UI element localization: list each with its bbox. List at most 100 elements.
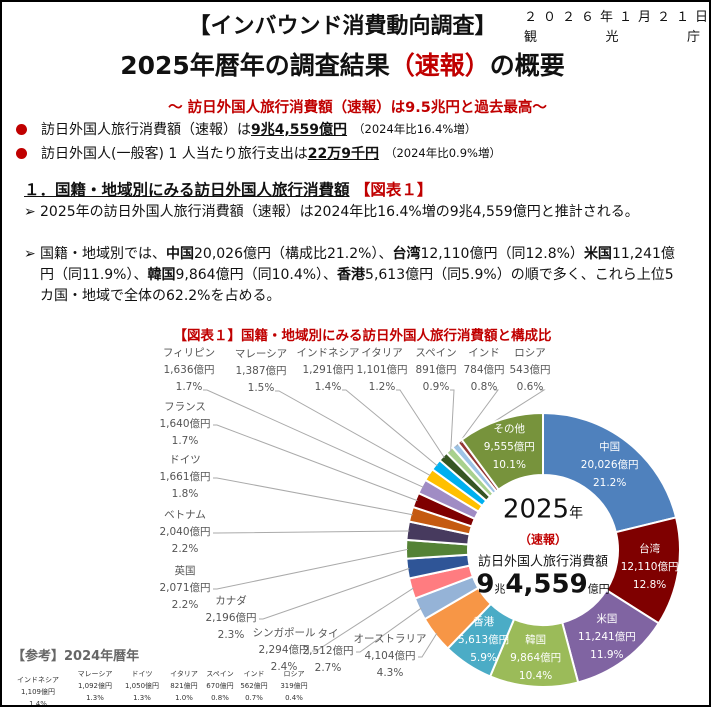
slice-label-pct: 1.8% — [171, 488, 199, 500]
slice-label-value-label: 2,196億円 — [205, 612, 257, 624]
slice-label-name: 中国 — [599, 441, 621, 454]
text: 11,241億円（同11.9%）、 — [40, 246, 675, 283]
leader-line — [450, 389, 455, 452]
slice-label: カナダ 2,196億円 2.3% — [205, 593, 256, 644]
center-year-suffix: 年 — [569, 505, 584, 522]
slice-label: ロシア 543億円 0.6% — [509, 345, 550, 396]
arrow-bullet-icon: ➢ — [24, 204, 36, 220]
report-series-title: 【インバウンド消費動向調査】 — [188, 14, 497, 39]
slice-label-pct: 11.9% — [590, 649, 624, 662]
reference-label-name: マレーシア — [77, 670, 113, 678]
slice-label-value-label: 1,387億円 — [235, 365, 287, 377]
country: 香港 — [337, 267, 366, 283]
leader-line — [213, 548, 409, 590]
slice-label-name: 香港 — [473, 616, 495, 629]
bullet-text: 訪日外国人(一般客) 1 人当たり旅行支出は — [41, 146, 308, 162]
slice-label-name: スペイン — [415, 347, 457, 359]
slice-label-name: タイ — [317, 628, 339, 640]
slice-label: スペイン 891億円 0.9% — [415, 345, 456, 396]
reference-label-pct: 1.0% — [175, 694, 193, 702]
bullet-note: （2024年比0.9%増） — [384, 146, 501, 160]
slice-label: ドイツ 1,661億円 1.8% — [159, 452, 210, 503]
slice-label-pct: 10.4% — [518, 669, 553, 682]
slice-label-value-label: 1,661億円 — [159, 471, 211, 483]
text: 9,864億円（同10.4%）、 — [175, 267, 338, 283]
country: 台湾 — [392, 246, 421, 262]
slice-label-value-label: 4,104億円 — [364, 650, 416, 662]
reference-label-name: ロシア — [283, 670, 305, 678]
slice-label: 米国 11,241億円 11.9% — [578, 610, 636, 664]
slice-label-pct: 1.7% — [171, 435, 199, 447]
reference-label: マレーシア 1,092億円 1.3% — [78, 668, 113, 704]
slice-label-name: オーストラリア — [353, 633, 427, 645]
slice-label-name: 米国 — [596, 613, 618, 626]
slice-label-value-label: 11,241億円 — [577, 631, 636, 644]
agency-char: 庁 — [686, 30, 700, 45]
total: 9 — [476, 569, 495, 600]
slice-label-name: ロシア — [514, 347, 546, 359]
bullet-dot-icon — [16, 147, 27, 159]
slice-label: その他 9,555億円 10.1% — [484, 420, 535, 474]
slice-label: インド 784億円 0.8% — [463, 345, 504, 396]
leader-line — [396, 389, 445, 459]
slice-label-value-label: 543億円 — [509, 364, 551, 376]
bullet-value: 22万9千円 — [307, 146, 379, 162]
leader-line — [455, 389, 499, 447]
slice-label-pct: 1.7% — [175, 381, 203, 393]
section-heading: １．国籍・地域別にみる訪日外国人旅行消費額 【図表１】 — [24, 178, 432, 200]
slice-label: タイ 2,512億円 2.7% — [302, 626, 353, 677]
leader-line — [213, 477, 413, 516]
reference-label-pct: 0.4% — [285, 694, 303, 702]
paragraph-text: 2025年の訪日外国人旅行消費額（速報）は2024年比16.4%増の9兆4,55… — [40, 204, 639, 220]
slice-label-value-label: 2,512億円 — [302, 645, 354, 657]
chart-title: 【図表１】国籍・地域別にみる訪日外国人旅行消費額と構成比 — [173, 328, 552, 344]
slice-label: ベトナム 2,040億円 2.2% — [159, 507, 210, 558]
bullet-dot-icon — [16, 123, 27, 135]
center-year: 2025 — [502, 494, 570, 525]
slice-label: 台湾 12,110億円 12.8% — [621, 540, 679, 594]
reference-label-pct: 1.4% — [29, 700, 47, 707]
country: 韓国 — [147, 267, 176, 283]
reference-label: イタリア 821億円 1.0% — [170, 668, 198, 704]
slice-label-pct: 1.4% — [314, 381, 342, 393]
slice-label-value-label: 20,026億円 — [580, 459, 639, 472]
slice-label-pct: 12.8% — [632, 579, 667, 592]
slice-label-value-label: 12,110億円 — [620, 561, 679, 574]
bullet-total-spending: 訪日外国人旅行消費額（速報）は 9兆4,559億円 （2024年比16.4%増） — [16, 119, 476, 139]
slice-label: 中国 20,026億円 21.2% — [581, 438, 639, 492]
bullet-text: 訪日外国人旅行消費額（速報）は — [41, 122, 251, 138]
slice-label-name: マレーシア — [234, 348, 288, 360]
slice-label-pct: 2.7% — [314, 662, 342, 674]
reference-label: スペイン 670億円 0.8% — [206, 668, 234, 704]
slice-label-pct: 2.2% — [171, 543, 199, 555]
paragraph-text: 国籍・地域別では、中国20,026億円（構成比21.2%）、台湾12,110億円… — [40, 244, 680, 307]
slice-label-pct: 2.2% — [171, 599, 199, 611]
bullet-note: （2024年比16.4%増） — [353, 122, 477, 136]
title-text: 2025年暦年の調査結果 — [120, 51, 390, 80]
section-heading-text: １．国籍・地域別にみる訪日外国人旅行消費額 — [24, 181, 350, 199]
leader-line — [213, 530, 410, 534]
chart-center-summary: 2025年 （速報） 訪日外国人旅行消費額 9兆4,559億円 — [473, 496, 613, 605]
slice-label-pct: 2.4% — [270, 661, 298, 673]
page-title: 2025年暦年の調査結果（速報）の概要 — [2, 46, 709, 82]
slice-label-value-label: 2,294億円 — [258, 644, 310, 656]
reference-label-pct: 1.3% — [133, 694, 151, 702]
slice-label-name: 韓国 — [525, 633, 547, 646]
bullet-value: 9兆4,559億円 — [251, 122, 348, 138]
slice-label: オーストラリア 4,104億円 4.3% — [354, 631, 427, 682]
reference-label-value-label: 1,109億円 — [20, 688, 56, 696]
slice-label-value-label: 784億円 — [463, 364, 505, 376]
slice-label-name: 台湾 — [639, 543, 661, 556]
slice-label-value-label: 1,636億円 — [163, 364, 215, 376]
reference-label-value-label: 562億円 — [240, 682, 268, 690]
agency-char: 光 — [605, 30, 619, 45]
total-unit: 兆 — [494, 582, 506, 596]
text: 国籍・地域別では、 — [40, 246, 166, 262]
slice-label-pct: 10.1% — [492, 459, 526, 472]
arrow-bullet-icon: ➢ — [24, 246, 36, 262]
center-label: 訪日外国人旅行消費額 — [477, 554, 608, 570]
total: 4,559 — [505, 569, 588, 600]
country: 中国 — [166, 246, 194, 262]
slice-label: 香港 5,613億円 5.9% — [458, 613, 509, 667]
